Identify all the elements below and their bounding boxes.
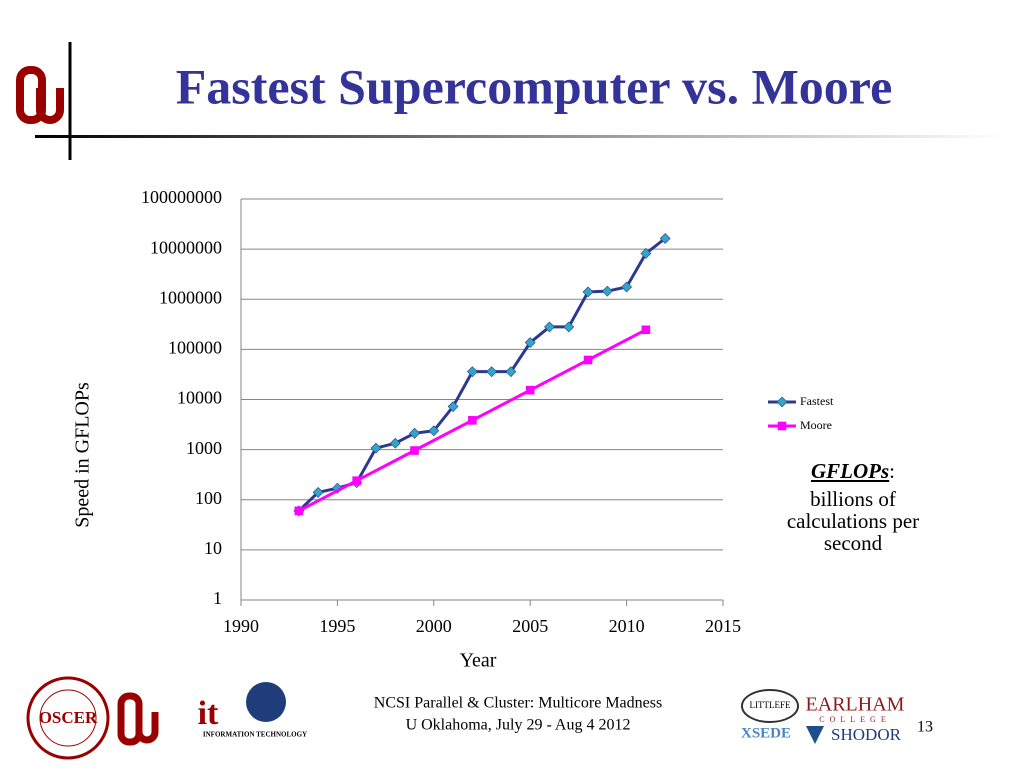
point — [486, 366, 498, 378]
point — [410, 446, 419, 455]
legend-marker — [777, 421, 787, 431]
annotation: GFLOPs: billions of calculations per sec… — [763, 460, 943, 554]
series — [294, 325, 651, 516]
footer-line: U Oklahoma, July 29 - Aug 4 2012 — [406, 717, 631, 734]
logo-text: LITTLEFE — [750, 700, 791, 710]
header-rule — [35, 135, 1005, 138]
point — [659, 233, 671, 244]
point — [294, 506, 304, 516]
x-tick-label: 2015 — [705, 616, 741, 636]
oscer-logo: OSCER — [26, 676, 110, 760]
series-line — [297, 237, 667, 512]
y-tick-label: 100000 — [168, 338, 222, 358]
point — [524, 337, 536, 348]
y-tick-label: 100000000 — [141, 187, 222, 207]
y-tick-label: 10 — [204, 538, 222, 558]
logo-text: COLLEGE — [819, 715, 890, 724]
logo-text: XSEDE — [741, 725, 791, 741]
annotation-title: GFLOPs: — [763, 460, 943, 482]
logo-text: it — [198, 695, 219, 732]
annotation-colon: : — [889, 459, 895, 483]
point — [544, 321, 555, 333]
footer-line: NCSI Parallel & Cluster: Multicore Madne… — [374, 695, 662, 712]
page-number: 13 — [917, 719, 933, 736]
x-tick-label: 1990 — [223, 616, 259, 636]
x-tick-label: 2000 — [416, 616, 452, 636]
y-tick-label: 10000000 — [150, 237, 222, 257]
point — [582, 286, 594, 298]
logo-text: EARLHAM — [806, 694, 905, 716]
y-axis-title: Speed in GFLOPs — [72, 382, 94, 528]
y-tick-label: 10000 — [177, 388, 222, 408]
legend-marker — [776, 396, 788, 408]
point — [563, 321, 575, 333]
x-tick-label: 2005 — [512, 616, 548, 636]
it-logo: it INFORMATION TECHNOLOGY — [198, 682, 307, 739]
point — [641, 325, 651, 335]
point — [409, 427, 420, 439]
logo-text: SHODOR — [831, 725, 902, 744]
y-tick-label: 1 — [213, 588, 222, 608]
x-tick-label: 1995 — [319, 616, 355, 636]
plot: 1 10 100 1000 10000 100000 1000000 10000000 1000… — [141, 187, 834, 636]
y-tick-label: 1000 — [186, 438, 222, 458]
littlefe-logo: LITTLEFE — [741, 689, 799, 723]
legend-label: Fastest — [800, 394, 834, 408]
point — [389, 437, 401, 449]
point — [583, 355, 593, 365]
point — [466, 366, 478, 378]
logo-text: OSCER — [39, 708, 98, 727]
point — [370, 442, 382, 454]
x-tick-label: 2010 — [609, 616, 645, 636]
annotation-text: billions of calculations per second — [786, 487, 920, 555]
point — [352, 476, 361, 485]
point — [621, 281, 633, 293]
y-tick-label: 100 — [195, 488, 222, 508]
shodor-mark — [806, 726, 824, 744]
y-tick-label: 1000000 — [159, 287, 222, 307]
point — [505, 366, 517, 378]
logo-text: INFORMATION TECHNOLOGY — [203, 731, 307, 739]
x-axis-title: Year — [460, 650, 497, 672]
point — [525, 385, 535, 395]
slide-title: Fastest Supercomputer vs. Moore — [176, 58, 893, 114]
series — [293, 233, 671, 517]
point — [312, 487, 324, 498]
point — [428, 425, 440, 437]
ou-logo — [16, 66, 64, 124]
point — [331, 482, 343, 494]
point — [601, 285, 613, 297]
annotation-term: GFLOPs — [810, 459, 890, 483]
point — [468, 416, 477, 425]
legend-label: Moore — [800, 418, 832, 432]
ou-logo-footer — [117, 692, 159, 746]
point — [640, 248, 652, 259]
point — [447, 401, 459, 412]
